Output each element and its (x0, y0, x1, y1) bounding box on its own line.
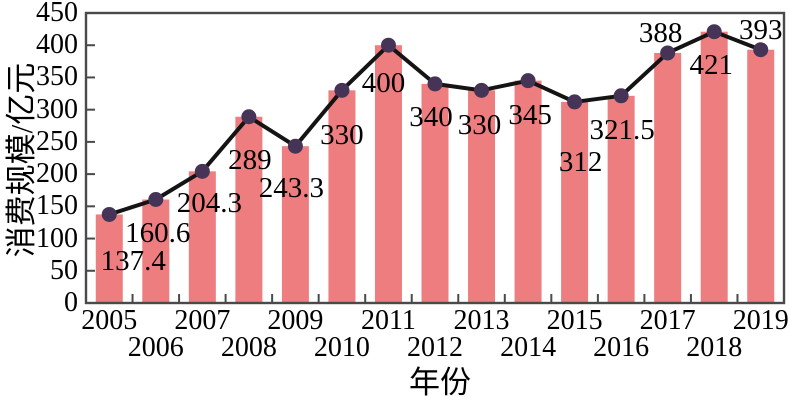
bar (747, 49, 775, 303)
bar (468, 90, 496, 303)
x-tick-label: 2018 (686, 332, 743, 363)
value-label: 421 (689, 48, 733, 81)
bar (281, 146, 309, 303)
plot-border (84, 11, 786, 305)
y-tick-label: 0 (64, 287, 78, 318)
y-tick-label: 250 (36, 125, 78, 157)
line-marker (567, 94, 583, 110)
y-tick-label: 150 (36, 190, 78, 222)
value-label: 393 (738, 13, 783, 46)
value-label: 312 (558, 145, 603, 178)
line-marker (148, 192, 164, 208)
line-marker (706, 24, 722, 40)
x-tick-label: 2010 (313, 332, 370, 363)
bar (700, 31, 728, 303)
value-label: 321.5 (589, 113, 655, 146)
y-tick-label: 450 (36, 0, 78, 28)
bar (95, 214, 123, 303)
x-tick-label: 2009 (267, 305, 324, 336)
line-marker (287, 138, 303, 154)
value-label: 137.4 (100, 245, 166, 278)
line-marker (613, 88, 629, 104)
value-label: 160.6 (125, 216, 191, 249)
x-tick-label: 2013 (453, 305, 510, 336)
value-label: 388 (638, 16, 683, 49)
bar (514, 80, 542, 304)
line-marker (194, 163, 210, 179)
bar (561, 101, 589, 303)
value-label: 345 (508, 98, 552, 131)
x-tick-label: 2012 (407, 332, 463, 363)
x-tick-label: 2006 (127, 332, 184, 363)
x-tick-label: 2008 (220, 332, 277, 363)
y-tick-label: 300 (36, 93, 78, 125)
bar (235, 116, 263, 303)
bar (654, 52, 682, 304)
bar (328, 90, 356, 303)
x-tick-label: 2014 (500, 332, 557, 363)
bar (421, 83, 449, 303)
line-marker (334, 82, 350, 98)
x-axis-title: 年份 (409, 365, 471, 400)
bar (374, 45, 402, 303)
x-tick-label: 2019 (732, 305, 789, 336)
value-label: 330 (320, 119, 364, 152)
bar (607, 95, 635, 303)
line-marker (660, 45, 676, 61)
value-label: 204.3 (176, 187, 242, 220)
x-tick-label: 2005 (81, 305, 138, 336)
line-marker (520, 73, 536, 89)
y-tick-label: 200 (36, 158, 78, 190)
y-tick-label: 100 (36, 222, 78, 254)
y-tick-label: 400 (36, 29, 78, 61)
y-axis-title: 消费规模/亿元 (4, 62, 39, 258)
x-tick-label: 2011 (360, 305, 416, 336)
value-label: 289 (228, 143, 272, 176)
line-marker (427, 76, 443, 92)
line-marker (474, 82, 490, 98)
value-label: 243.3 (258, 172, 325, 205)
x-tick-label: 2016 (593, 332, 650, 363)
x-tick-label: 2015 (546, 305, 603, 336)
y-tick-label: 50 (50, 254, 78, 286)
line-marker (380, 37, 396, 53)
line-marker (241, 109, 257, 125)
y-tick-label: 350 (36, 61, 78, 93)
line-marker (753, 42, 769, 58)
value-label: 400 (361, 67, 406, 100)
line-marker (101, 206, 117, 222)
x-tick-label: 2017 (639, 305, 696, 336)
bar (142, 199, 170, 303)
x-tick-label: 2007 (174, 305, 231, 336)
value-label: 330 (457, 109, 502, 142)
value-label: 340 (409, 100, 453, 133)
bar (188, 171, 216, 303)
